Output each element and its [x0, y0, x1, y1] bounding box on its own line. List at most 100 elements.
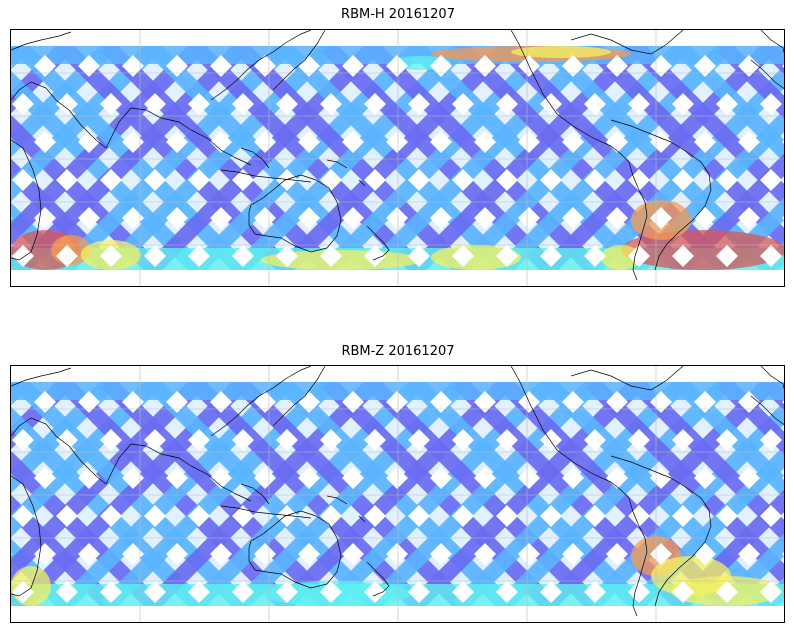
data-gap: [188, 505, 210, 527]
coastline: [248, 510, 342, 589]
data-gap: [760, 505, 782, 527]
data-gap: [276, 429, 298, 451]
coastline: [760, 30, 784, 54]
data-gap: [782, 552, 784, 556]
swath-desc: [145, 382, 381, 606]
data-gap: [540, 93, 562, 115]
data-gap: [166, 543, 188, 565]
data-gap: [78, 467, 100, 489]
swath-desc: [11, 382, 73, 450]
coastline: [326, 495, 348, 505]
swath-desc: [497, 382, 733, 606]
data-gap: [386, 391, 408, 413]
data-gap: [11, 217, 12, 219]
swath-asc: [717, 46, 784, 119]
data-gap: [672, 169, 694, 191]
data-gap: [364, 429, 386, 451]
coastline: [750, 395, 784, 425]
data-gap: [694, 467, 716, 489]
data-gap: [540, 581, 562, 603]
data-gap: [518, 543, 540, 565]
data-gap: [144, 169, 166, 191]
data-gap: [320, 429, 342, 451]
coastline: [11, 81, 107, 149]
data-gap: [144, 505, 166, 527]
coastline: [358, 179, 366, 187]
data-gap: [738, 467, 760, 489]
data-gap: [452, 169, 474, 191]
data-gap: [628, 505, 650, 527]
data-gap: [342, 391, 364, 413]
coastline: [570, 30, 684, 55]
data-gap: [122, 131, 144, 153]
data-gap: [386, 467, 408, 489]
swath-desc: [453, 382, 689, 606]
data-gap: [782, 64, 784, 68]
swath-asc: [673, 46, 784, 163]
swath-desc: [541, 46, 777, 270]
data-gap: [606, 391, 628, 413]
swath-desc: [145, 46, 381, 270]
coastline: [210, 30, 312, 101]
data-gap: [430, 207, 452, 229]
data-gap: [606, 467, 628, 489]
data-gap: [540, 169, 562, 191]
data-gap: [144, 93, 166, 115]
swath-desc: [321, 46, 557, 270]
data-gap: [100, 169, 122, 191]
data-gap: [606, 131, 628, 153]
data-gap: [210, 131, 232, 153]
data-gap: [188, 245, 210, 267]
data-gap: [56, 429, 78, 451]
data-gap: [210, 543, 232, 565]
data-gap: [606, 207, 628, 229]
data-gap: [364, 169, 386, 191]
swath-desc: [453, 46, 689, 270]
coastline: [358, 515, 366, 523]
swath-desc: [11, 46, 205, 246]
data-gap: [298, 467, 320, 489]
coastline: [220, 505, 312, 519]
data-gap: [144, 245, 166, 267]
data-gap: [562, 543, 584, 565]
data-gap: [606, 55, 628, 77]
data-gap: [496, 93, 518, 115]
data-gap: [342, 55, 364, 77]
data-gap: [254, 207, 276, 229]
data-gap: [628, 581, 650, 603]
data-gap: [34, 207, 56, 229]
swath-desc: [277, 46, 513, 270]
data-gap: [672, 429, 694, 451]
data-gap: [628, 93, 650, 115]
data-gap: [78, 391, 100, 413]
data-gap: [210, 467, 232, 489]
data-gap: [474, 207, 496, 229]
data-gap: [562, 131, 584, 153]
data-gap: [188, 581, 210, 603]
coastline: [750, 59, 784, 89]
data-gap: [100, 429, 122, 451]
data-gap: [78, 543, 100, 565]
data-gap: [166, 467, 188, 489]
data-gap: [78, 207, 100, 229]
data-gap: [56, 245, 78, 267]
data-gap: [694, 55, 716, 77]
data-gap: [188, 429, 210, 451]
data-gap: [364, 93, 386, 115]
hotspot-north-pacific-band: [511, 46, 611, 58]
data-gap: [78, 55, 100, 77]
data-gap: [782, 140, 784, 144]
data-gap: [34, 55, 56, 77]
swath-desc: [11, 382, 205, 582]
data-gap: [760, 93, 782, 115]
data-gap: [650, 131, 672, 153]
data-gap: [452, 429, 474, 451]
data-gap: [650, 467, 672, 489]
data-gap: [474, 131, 496, 153]
data-gap: [100, 505, 122, 527]
data-gap: [760, 429, 782, 451]
data-gap: [606, 543, 628, 565]
data-gap: [584, 245, 606, 267]
data-gap: [782, 216, 784, 220]
coastline: [610, 119, 712, 271]
